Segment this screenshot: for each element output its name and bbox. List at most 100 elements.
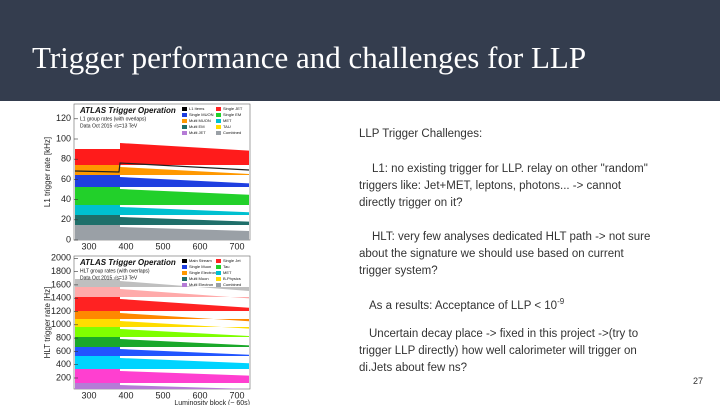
legend-label: Single MUON (189, 112, 214, 117)
text-line: di.Jets about few ns? (359, 362, 468, 374)
legend-swatch (216, 265, 221, 269)
legend-label: Single EM (223, 112, 241, 117)
legend-swatch (182, 283, 187, 287)
y-tick-label: 0 (66, 234, 71, 244)
text-line: Uncertain decay place -> fixed in this p… (369, 328, 639, 340)
rate-band (75, 337, 249, 347)
legend-swatch (216, 277, 221, 281)
x-tick-label: 300 (81, 241, 96, 251)
text-line: trigger LLP directly) how well calorimet… (359, 345, 637, 357)
y-tick-label: 1400 (51, 293, 71, 303)
paragraph: Uncertain decay place -> fixed in this p… (359, 326, 639, 377)
text-line: trigger system? (359, 265, 438, 277)
legend-label: Combined (223, 282, 241, 287)
y-tick-label: 1800 (51, 266, 71, 276)
paragraph: L1: no existing trigger for LLP. relay o… (359, 161, 648, 212)
rate-band (75, 319, 249, 329)
y-tick-label: 1200 (51, 306, 71, 316)
legend-label: Single Electron (189, 270, 216, 275)
rate-band (75, 297, 249, 311)
rate-band (75, 187, 249, 205)
legend-swatch (182, 125, 187, 129)
legend-label: MET (223, 270, 232, 275)
legend-swatch (216, 107, 221, 111)
y-tick-label: 200 (56, 372, 71, 382)
plot-subheader: L1 group rates (with overlaps) (80, 116, 146, 122)
rate-band (75, 175, 249, 187)
paragraph: As a results: Acceptance of LLP < 10-9 (369, 293, 564, 315)
legend-swatch (182, 131, 187, 135)
legend-label: Single JET (223, 106, 243, 111)
x-tick-label: 700 (229, 241, 244, 251)
legend-label: Combined (223, 130, 241, 135)
x-tick-label: 600 (192, 241, 207, 251)
rate-line (74, 162, 250, 173)
legend-swatch (182, 107, 187, 111)
plot-header: ATLAS Trigger Operation (79, 258, 176, 267)
text-line: L1: no existing trigger for LLP. relay o… (372, 163, 648, 175)
plot-info: Data Oct 2015 √s=13 TeV (80, 122, 138, 129)
y-tick-label: 1000 (51, 319, 71, 329)
x-tick-label: 600 (192, 390, 207, 400)
text-line: triggers like: Jet+MET, leptons, photons… (359, 180, 622, 192)
exponent: -9 (557, 297, 565, 306)
y-tick-label: 80 (61, 154, 71, 164)
y-axis-label: HLT trigger rate [Hz] (43, 287, 52, 359)
paragraph: HLT: very few analyses dedicated HLT pat… (359, 229, 651, 280)
header-bar (0, 0, 720, 101)
text-line: directly trigger on it? (359, 197, 463, 209)
legend-swatch (182, 271, 187, 275)
rate-band (75, 311, 249, 322)
rate-band (75, 327, 249, 337)
y-tick-label: 2000 (51, 253, 71, 263)
x-tick-label: 300 (81, 390, 96, 400)
legend-label: Multi MUON (189, 118, 211, 123)
y-tick-label: 800 (56, 332, 71, 342)
x-tick-label: 400 (118, 241, 133, 251)
y-tick-label: 40 (61, 194, 71, 204)
legend-label: Multi Muon (189, 276, 209, 281)
plot-header: ATLAS Trigger Operation (79, 106, 176, 115)
x-tick-label: 500 (155, 241, 170, 251)
rate-band (75, 356, 249, 369)
x-tick-label: 700 (229, 390, 244, 400)
legend-label: Single Jet (223, 258, 241, 263)
legend-swatch (216, 271, 221, 275)
y-tick-label: 1600 (51, 279, 71, 289)
legend-swatch (216, 283, 221, 287)
legend-label: TAU (223, 124, 231, 129)
y-tick-label: 60 (61, 174, 71, 184)
legend-swatch (216, 125, 221, 129)
text-line: about the signature we should use based … (359, 248, 624, 260)
y-tick-label: 100 (56, 133, 71, 143)
legend-swatch (182, 277, 187, 281)
legend-swatch (182, 113, 187, 117)
legend-swatch (216, 131, 221, 135)
slide-title: Trigger performance and challenges for L… (32, 40, 587, 75)
plot-subheader: HLT group rates (with overlaps) (80, 268, 150, 274)
legend-label: Multi EM (189, 124, 205, 129)
rate-band (75, 369, 249, 383)
rate-band (75, 143, 249, 165)
text-heading: LLP Trigger Challenges: (359, 128, 483, 140)
text-line: HLT: very few analyses dedicated HLT pat… (372, 231, 651, 243)
legend-label: B-Physics (223, 276, 241, 281)
legend-swatch (216, 119, 221, 123)
legend-swatch (182, 259, 187, 263)
legend-label: Tau (223, 264, 229, 269)
legend-label: Multi Electron (189, 282, 213, 287)
plot-info: Data Oct 2015 √s=13 TeV (80, 274, 138, 281)
y-tick-label: 120 (56, 113, 71, 123)
rate-band (75, 225, 249, 240)
y-tick-label: 600 (56, 346, 71, 356)
legend-label: Main Stream (189, 258, 212, 263)
legend-label: Multi JET (189, 130, 206, 135)
rate-band (75, 205, 249, 215)
legend-label: L1 Items (189, 106, 204, 111)
page-number: 27 (693, 376, 704, 386)
legend-swatch (216, 259, 221, 263)
legend-swatch (182, 265, 187, 269)
legend-swatch (216, 113, 221, 117)
y-tick-label: 20 (61, 214, 71, 224)
